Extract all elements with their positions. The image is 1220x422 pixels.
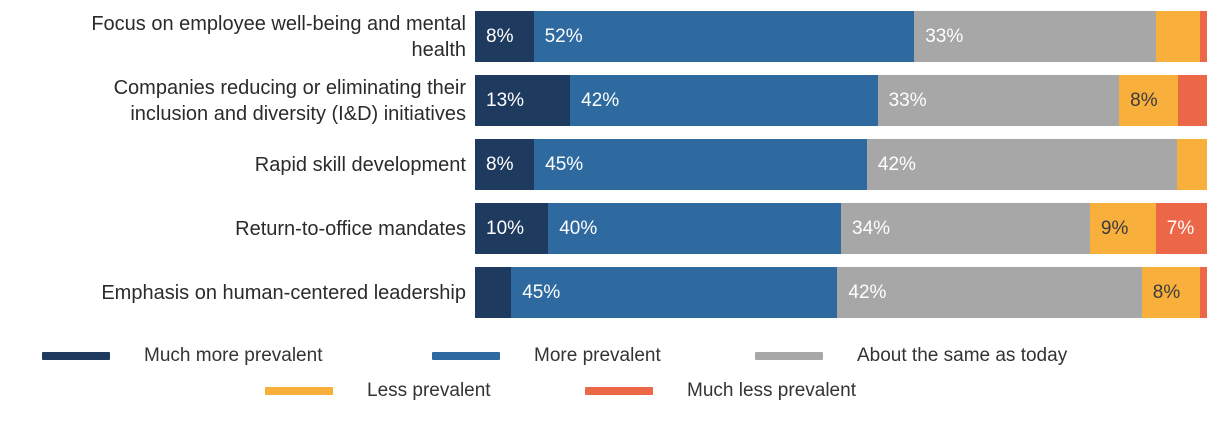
segment-value-label: 8% [1130,89,1158,111]
segment-value-label: 42% [877,153,916,175]
bar-segment-much-less-prevalent [1177,75,1207,126]
bar-segment-less-prevalent: 9% [1089,203,1156,254]
bar-segment-much-less-prevalent [1199,11,1207,62]
bar-segment-about-same: 33% [877,75,1120,126]
segment-value-label: 42% [581,89,620,111]
segment-value-label: 8% [1152,281,1181,303]
legend-label: Much less prevalent [687,380,856,401]
segment-value-label: 45% [545,153,584,175]
legend-item-much-less-prevalent: Much less prevalent [585,378,856,404]
segment-value-label: 42% [848,281,887,303]
category-label-line: Rapid skill development [254,153,466,176]
legend-item-about-same: About the same as today [755,343,1067,369]
stacked-bar: 8% 45% 42% [475,139,1208,190]
category-label-line: Emphasis on human-centered leadership [101,281,466,304]
chart-row: Rapid skill development 8% 45% 42% [0,139,1208,190]
bar-segment-less-prevalent [1155,11,1200,62]
bar-segment-much-more-prevalent: 10% [475,203,549,254]
bar-segment-much-more-prevalent: 8% [475,139,535,190]
legend-item-less-prevalent: Less prevalent [265,378,491,404]
segment-value-label: 40% [559,217,598,239]
bar-segment-much-less-prevalent: 7% [1155,203,1207,254]
bar-segment-much-more-prevalent: 13% [475,75,571,126]
legend-swatch-about-same [755,352,823,360]
segment-value-label: 7% [1166,217,1195,239]
chart-row: Companies reducing or eliminating their i… [0,75,1207,126]
segment-value-label: 33% [925,25,964,47]
bar-segment-more-prevalent: 45% [534,139,867,190]
legend-swatch-much-more-prevalent [42,352,110,360]
category-label: Return-to-office mandates [0,203,475,254]
stacked-bar: 10% 40% 34% 9% 7% [475,203,1207,254]
chart-row: Return-to-office mandates 10% 40% 34% 9% 7% [0,203,1207,254]
legend-swatch-much-less-prevalent [585,387,653,395]
segment-value-label: 8% [486,153,514,175]
bar-segment-about-same: 42% [866,139,1178,190]
bars-area: Focus on employee well-being and mental h… [0,11,1208,318]
category-label-line: Return-to-office mandates [235,217,466,240]
segment-value-label: 13% [486,89,525,111]
bar-segment-much-more-prevalent [475,267,512,318]
legend-swatch-less-prevalent [265,387,333,395]
bar-segment-less-prevalent: 8% [1119,75,1178,126]
bar-segment-more-prevalent: 42% [570,75,878,126]
bar-segment-more-prevalent: 52% [533,11,915,62]
segment-value-label: 52% [544,25,583,47]
bar-segment-less-prevalent [1177,139,1208,190]
legend-swatch-more-prevalent [432,352,500,360]
bar-segment-much-less-prevalent [1199,267,1207,318]
category-label: Rapid skill development [0,139,475,190]
segment-value-label: 45% [522,281,561,303]
bar-segment-about-same: 33% [914,11,1156,62]
legend-label: About the same as today [857,345,1068,366]
segment-value-label: 34% [852,217,891,239]
segment-value-label: 9% [1100,217,1129,239]
bar-segment-less-prevalent: 8% [1141,267,1200,318]
legend: Much more prevalent More prevalent About… [0,343,1220,413]
legend-item-much-more-prevalent: Much more prevalent [42,343,322,369]
segment-value-label: 33% [888,89,927,111]
bar-segment-about-same: 34% [841,203,1090,254]
stacked-bar: 8% 52% 33% [475,11,1207,62]
bar-segment-about-same: 42% [837,267,1142,318]
category-label-line: Focus on employee well-being and mental [91,12,466,35]
category-label-line: health [411,38,467,61]
segment-value-label: 8% [486,25,514,47]
bar-segment-much-more-prevalent: 8% [475,11,534,62]
legend-label: More prevalent [534,345,661,366]
stacked-bar: 45% 42% 8% [475,267,1207,318]
category-label: Emphasis on human-centered leadership [0,267,475,318]
legend-item-more-prevalent: More prevalent [432,343,661,369]
chart-row: Emphasis on human-centered leadership 45… [0,267,1207,318]
bar-segment-more-prevalent: 45% [511,267,838,318]
segment-value-label: 10% [486,217,525,239]
legend-label: Much more prevalent [144,345,323,366]
category-label: Focus on employee well-being and mental h… [0,11,475,62]
legend-label: Less prevalent [367,380,491,401]
chart-row: Focus on employee well-being and mental h… [0,11,1207,62]
category-label-line: inclusion and diversity (I&D) initiative… [130,102,466,125]
category-label: Companies reducing or eliminating their i… [0,75,475,126]
stacked-bar: 13% 42% 33% 8% [475,75,1207,126]
bar-segment-more-prevalent: 40% [548,203,841,254]
category-label-line: Companies reducing or eliminating their [113,76,466,99]
